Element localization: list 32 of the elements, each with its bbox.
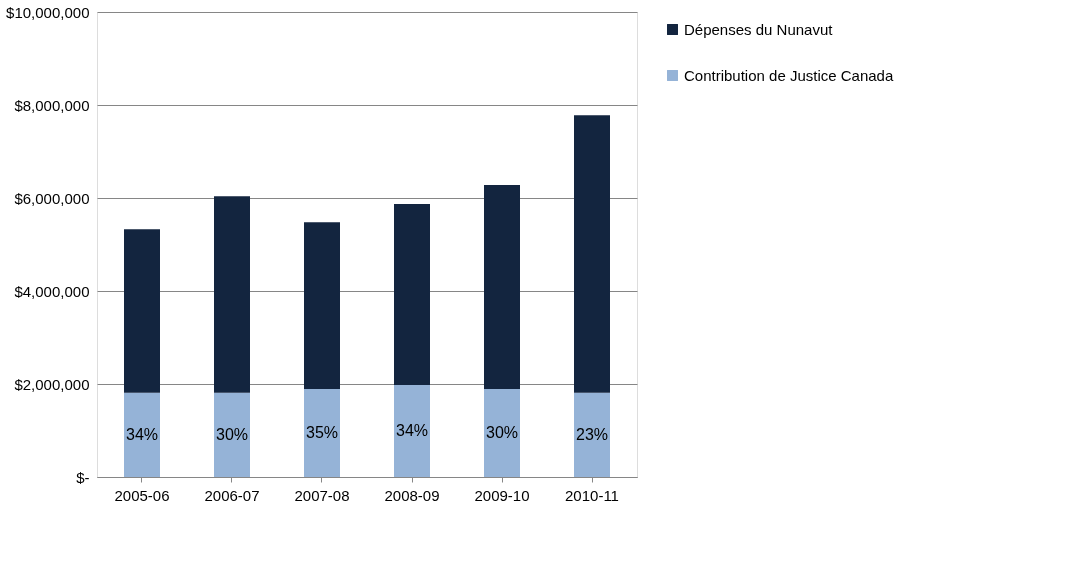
bar <box>394 384 430 477</box>
x-tick-label: 2005-06 <box>114 486 170 504</box>
legend-label: Contribution de Justice Canada <box>684 66 894 84</box>
bar <box>124 392 160 477</box>
bar <box>484 389 520 477</box>
bar <box>304 222 340 390</box>
legend-label: Dépenses du Nunavut <box>684 20 834 38</box>
y-tick-label: $10,000,000 <box>6 3 90 21</box>
x-tick-label: 2009-10 <box>474 486 530 504</box>
annotation: 35% <box>305 424 339 442</box>
bar <box>484 184 520 390</box>
y-tick-label: $- <box>76 468 90 486</box>
y-tick-label: $4,000,000 <box>14 282 90 300</box>
bar <box>304 389 340 477</box>
x-tick-label: 2007-08 <box>294 486 350 504</box>
x-tick-label: 2008-09 <box>384 486 440 504</box>
annotation: 30% <box>215 425 249 443</box>
y-tick-label: $6,000,000 <box>14 189 90 207</box>
annotation: 30% <box>485 424 519 442</box>
annotation: 34% <box>395 421 429 439</box>
bar <box>214 196 250 393</box>
annotation: 23% <box>575 425 609 443</box>
bar <box>124 229 160 393</box>
y-tick-label: $8,000,000 <box>14 96 90 114</box>
bar <box>574 392 610 477</box>
annotation: 34% <box>125 425 159 443</box>
y-tick-label: $2,000,000 <box>14 375 90 393</box>
bar <box>574 115 610 393</box>
x-tick-label: 2010-11 <box>565 486 619 504</box>
bar <box>394 204 430 385</box>
bar <box>214 392 250 477</box>
x-tick-label: 2006-07 <box>204 486 260 504</box>
